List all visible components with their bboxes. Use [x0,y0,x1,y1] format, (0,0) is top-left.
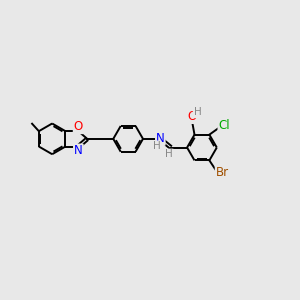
Text: Br: Br [216,166,229,179]
Text: H: H [165,149,173,160]
Text: N: N [156,132,165,145]
Text: O: O [74,120,83,133]
Text: Cl: Cl [218,119,230,133]
Text: N: N [74,145,83,158]
Text: H: H [194,107,201,117]
Text: H: H [153,141,161,151]
Text: O: O [188,110,197,123]
